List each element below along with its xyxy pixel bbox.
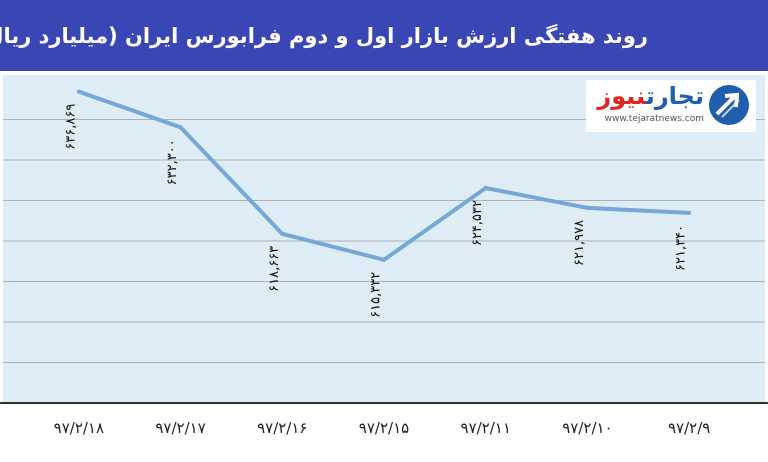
data-label: ۶۲۴,۵۳۲ (470, 200, 485, 246)
logo-url: www.tejaratnews.com (604, 114, 704, 124)
data-label: ۶۱۸,۶۶۳ (267, 246, 282, 292)
x-tick-label: ۹۷/۲/۱۶ (257, 419, 307, 437)
data-point (178, 125, 183, 130)
x-tick-label: ۹۷/۲/۱۱ (461, 419, 511, 437)
arrow-circle-icon (709, 85, 749, 125)
data-point (280, 231, 285, 236)
logo-word-tejarat: تجارت (645, 82, 704, 110)
data-label: ۶۳۲,۳۰۰ (165, 139, 180, 185)
line-chart: ۶۳۶,۸۶۹ ۶۳۲,۳۰۰ ۶۱۸,۶۶۳ ۶۱۵,۳۳۲ ۶۲۴,۵۳۲ ۶۲۱,۹… (0, 75, 768, 437)
series-layer (76, 89, 692, 262)
logo-wordmark: تجارتنیوز (597, 82, 704, 110)
tejaratnews-logo: تجارتنیوز www.tejaratnews.com (586, 80, 756, 132)
logo-word-news: نیوز (597, 82, 646, 110)
data-label: ۶۲۱,۹۷۸ (572, 220, 587, 266)
x-tick-label: ۹۷/۲/۹ (668, 419, 710, 437)
data-point (382, 257, 386, 262)
data-point (585, 205, 590, 210)
data-label: ۶۱۵,۳۳۲ (369, 272, 384, 318)
x-tick-labels: ۹۷/۲/۱۸ ۹۷/۲/۱۷ ۹۷/۲/۱۶ ۹۷/۲/۱۵ ۹۷/۲/۱۱ ۹۷/۲/… (54, 419, 711, 437)
chart-title: روند هفتگی ارزش بازار اول و دوم فرابورس … (0, 23, 648, 48)
data-point (687, 210, 692, 215)
data-label: ۶۳۶,۸۶۹ (63, 104, 78, 150)
data-labels: ۶۳۶,۸۶۹ ۶۳۲,۳۰۰ ۶۱۸,۶۶۳ ۶۱۵,۳۳۲ ۶۲۴,۵۳۲ ۶۲۱,۹… (63, 104, 688, 318)
data-label: ۶۲۱,۳۴۰ (674, 225, 689, 271)
x-tick-label: ۹۷/۲/۱۰ (562, 419, 612, 437)
data-point (483, 185, 488, 190)
x-tick-label: ۹۷/۲/۱۷ (155, 419, 205, 437)
x-tick-label: ۹۷/۲/۱۵ (359, 419, 409, 437)
data-point (76, 89, 81, 94)
chart-title-bar: روند هفتگی ارزش بازار اول و دوم فرابورس … (0, 0, 768, 73)
plot-area: ۶۳۶,۸۶۹ ۶۳۲,۳۰۰ ۶۱۸,۶۶۳ ۶۱۵,۳۳۲ ۶۲۴,۵۳۲ ۶۲۱,۹… (0, 75, 768, 462)
x-tick-label: ۹۷/۲/۱۸ (54, 419, 104, 437)
